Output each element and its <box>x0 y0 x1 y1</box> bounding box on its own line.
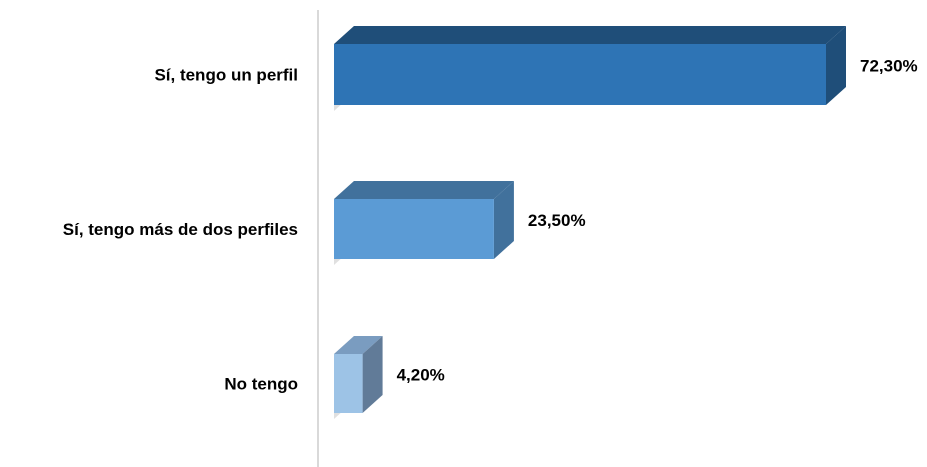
bar-side-0 <box>826 26 846 105</box>
bar-0 <box>334 44 826 105</box>
bar-top-2 <box>334 336 383 354</box>
bar-side-2 <box>362 336 383 413</box>
bar-top-0 <box>334 26 846 44</box>
category-label-1: Sí, tengo más de dos perfiles <box>63 220 298 239</box>
bar-1 <box>334 199 494 259</box>
value-label-2: 4,20% <box>397 366 445 385</box>
category-label-2: No tengo <box>224 375 298 394</box>
bar-2 <box>334 354 363 413</box>
bar-side-1 <box>493 181 514 259</box>
value-label-1: 23,50% <box>528 211 586 230</box>
bar-top-1 <box>334 181 514 199</box>
bars <box>334 26 846 413</box>
value-label-0: 72,30% <box>860 57 918 76</box>
category-label-0: Sí, tengo un perfil <box>154 66 298 85</box>
labels: Sí, tengo un perfil 72,30% Sí, tengo más d… <box>63 57 918 394</box>
